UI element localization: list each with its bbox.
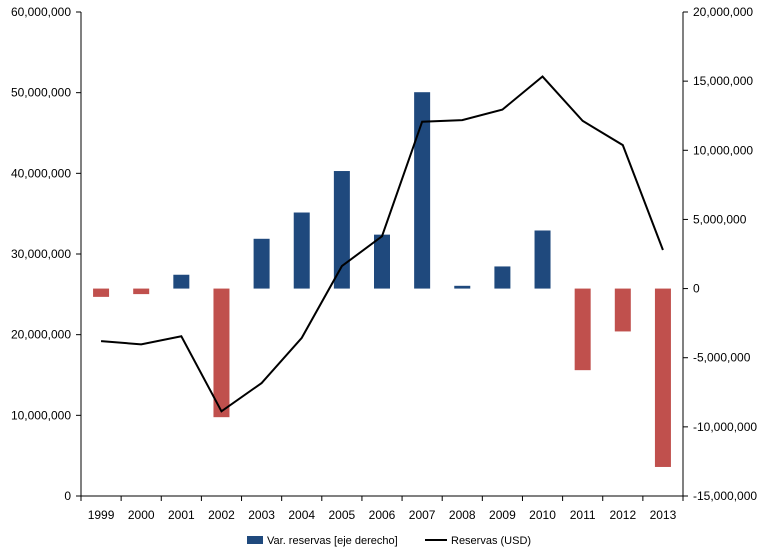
bar [213, 288, 230, 418]
x-tick-label: 2013 [650, 508, 677, 522]
x-tick-label: 1999 [88, 508, 115, 522]
bar [494, 266, 511, 289]
bar [253, 238, 270, 289]
left-tick-label: 40,000,000 [11, 166, 71, 180]
bar [534, 230, 551, 289]
x-tick-label: 2002 [208, 508, 235, 522]
bar [293, 212, 310, 289]
x-tick-label: 2011 [570, 508, 596, 522]
bar [414, 92, 431, 289]
line-layer [100, 75, 664, 413]
left-tick-label: 30,000,000 [11, 247, 71, 261]
left-tick-label: 50,000,000 [11, 86, 71, 100]
bar [133, 288, 150, 295]
x-tick-label: 2004 [288, 508, 315, 522]
legend-bar-label: Var. reservas [eje derecho] [267, 535, 398, 547]
right-tick-label: -10,000,000 [693, 420, 757, 434]
x-tick-label: 2012 [609, 508, 636, 522]
x-tick-label: 2005 [329, 508, 356, 522]
right-tick-label: 10,000,000 [693, 143, 753, 157]
legend: Var. reservas [eje derecho] Reservas (US… [247, 535, 531, 547]
right-tick-label: 5,000,000 [693, 212, 747, 226]
bar [654, 288, 671, 467]
x-tick-label: 2009 [489, 508, 516, 522]
x-tick-label: 2003 [248, 508, 275, 522]
x-tick-label: 2006 [369, 508, 396, 522]
bar [333, 171, 350, 289]
right-tick-label: 0 [693, 282, 700, 296]
x-tick-label: 2008 [449, 508, 476, 522]
left-tick-label: 60,000,000 [11, 5, 71, 19]
bar [454, 285, 471, 289]
x-tick-label: 2010 [529, 508, 556, 522]
right-tick-label: -5,000,000 [693, 351, 751, 365]
left-tick-label: 10,000,000 [11, 408, 71, 422]
bar [374, 234, 390, 289]
x-tick-label: 2000 [128, 508, 155, 522]
bar [614, 288, 631, 332]
bar-layer [93, 92, 671, 467]
x-tick-label: 2001 [168, 508, 195, 522]
left-tick-label: 0 [64, 489, 71, 503]
bar [574, 288, 591, 371]
bar [173, 274, 190, 289]
x-tick-label: 2007 [409, 508, 436, 522]
tick-layer: 0 10,000,000 20,000,000 30,000,000 40,000,00… [11, 5, 757, 522]
reserves-line [100, 75, 664, 413]
right-tick-label: -15,000,000 [693, 489, 757, 503]
right-tick-label: 20,000,000 [693, 5, 753, 19]
left-tick-label: 20,000,000 [11, 328, 71, 342]
legend-line-label: Reservas (USD) [451, 535, 531, 547]
right-tick-label: 15,000,000 [693, 74, 753, 88]
bar [93, 288, 110, 297]
legend-bar-swatch [247, 536, 263, 544]
axis-layer [76, 11, 688, 501]
